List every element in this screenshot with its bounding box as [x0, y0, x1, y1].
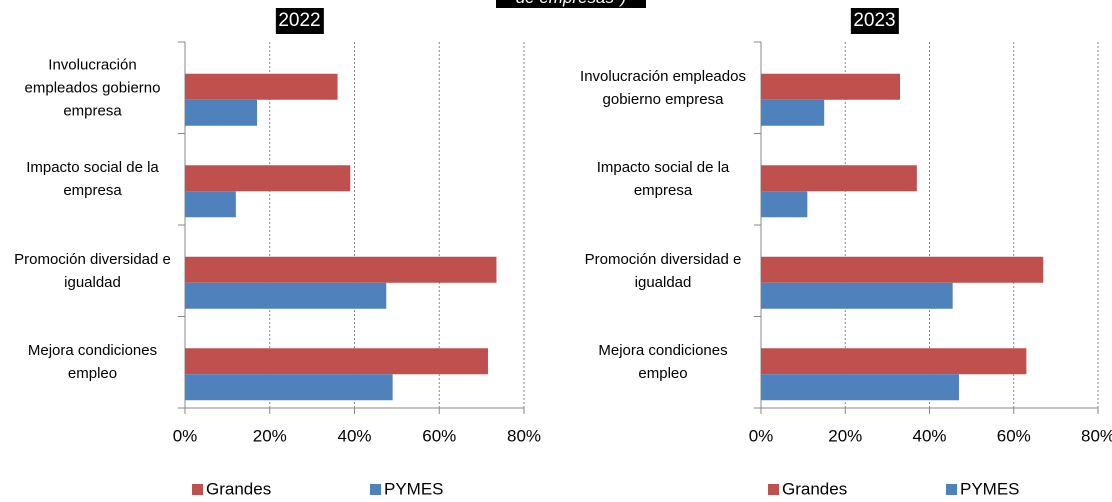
category-label: Promoción diversidad e igualdad — [584, 250, 742, 291]
legend-swatch — [370, 484, 381, 495]
bar — [761, 282, 953, 309]
bar — [761, 374, 959, 401]
x-tick-label: 0% — [173, 426, 198, 445]
legend-swatch — [768, 484, 779, 495]
bar — [185, 99, 258, 126]
legend-label: Grandes — [206, 479, 271, 498]
x-tick-label: 40% — [912, 426, 946, 445]
x-tick-label: 80% — [1081, 426, 1112, 445]
bar — [185, 256, 497, 283]
category-label: Involucración empleados gobierno empresa — [580, 67, 746, 108]
legend-label: Grandes — [782, 479, 847, 498]
legend-label: PYMES — [960, 479, 1020, 498]
category-label: Promoción diversidad e igualdad — [14, 250, 171, 291]
legend-swatch — [192, 484, 203, 495]
bar — [761, 99, 825, 126]
chart-title: 2023 — [850, 8, 899, 34]
bar — [185, 165, 351, 192]
x-tick-label: 60% — [422, 426, 456, 445]
bar — [761, 165, 917, 192]
bar — [185, 374, 393, 401]
header-text: de empresas*) — [496, 0, 646, 8]
bar — [185, 282, 387, 309]
category-label: Mejora condiciones empleo — [27, 342, 158, 383]
x-tick-label: 20% — [828, 426, 862, 445]
category-label: Impacto social de la empresa — [26, 159, 159, 200]
bar — [185, 73, 338, 100]
x-tick-label: 20% — [253, 426, 287, 445]
legend-swatch — [946, 484, 957, 495]
bar — [185, 191, 236, 218]
x-tick-label: 0% — [749, 426, 774, 445]
bar — [761, 256, 1044, 283]
bar — [185, 348, 488, 375]
category-label: Impacto social de la empresa — [596, 159, 730, 200]
category-label: Involucración empleados gobierno empresa — [24, 56, 161, 120]
x-tick-label: 40% — [337, 426, 371, 445]
bar — [761, 191, 808, 218]
category-label: Mejora condiciones empleo — [598, 342, 728, 383]
x-tick-label: 60% — [997, 426, 1031, 445]
bar — [761, 348, 1027, 375]
chart-title: 2022 — [275, 8, 324, 34]
x-tick-label: 80% — [507, 426, 541, 445]
legend-label: PYMES — [384, 479, 444, 498]
bar — [761, 73, 901, 100]
